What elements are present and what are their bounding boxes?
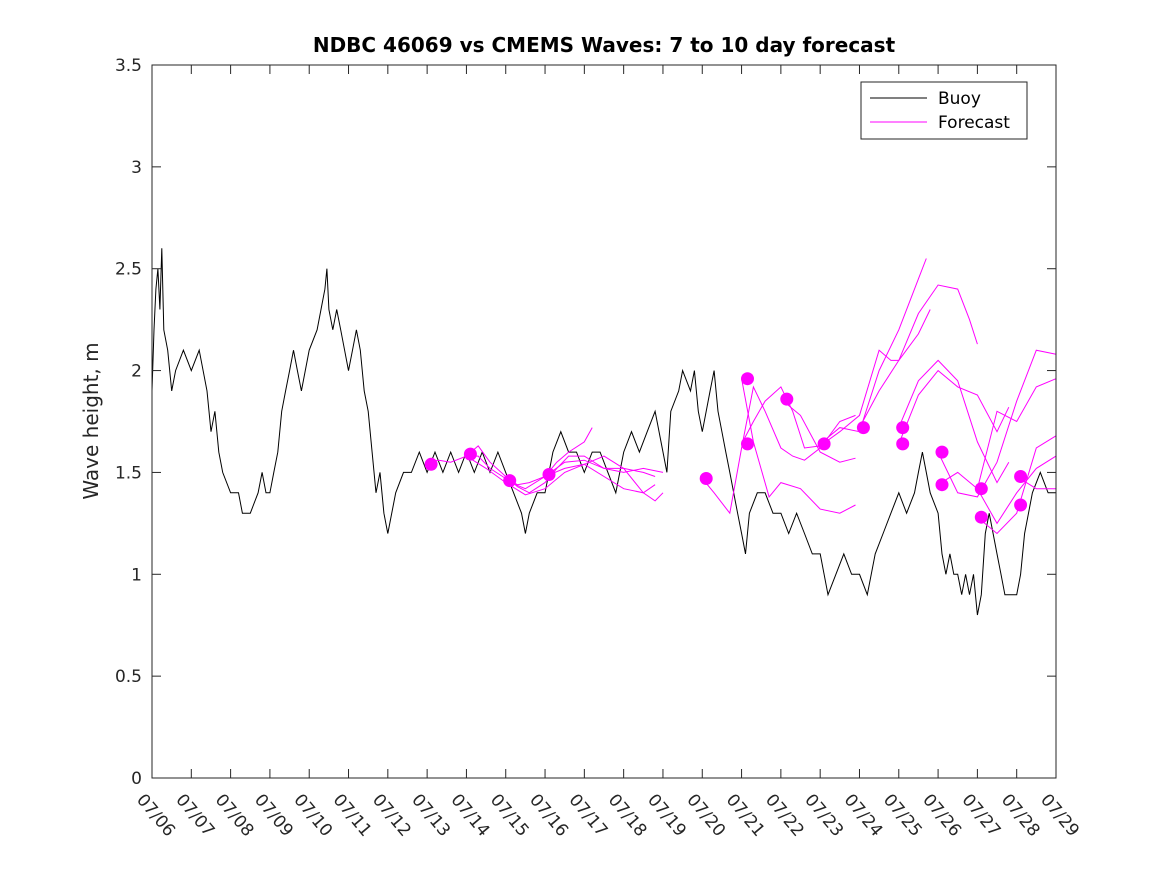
y-axis-label: Wave height, m	[79, 342, 103, 499]
forecast-marker-5	[699, 472, 713, 485]
x-tick-label: 07/20	[682, 790, 729, 840]
x-tick-label: 07/12	[368, 790, 415, 840]
forecast-marker-18	[1014, 498, 1028, 512]
x-tick-label: 07/27	[958, 790, 1005, 840]
x-tick-label: 07/21	[722, 790, 769, 840]
forecast-marker-1	[424, 457, 438, 471]
forecast-line-4	[505, 459, 664, 490]
forecast-line-5	[544, 455, 664, 502]
x-tick-label: 07/08	[211, 790, 258, 840]
x-tick-label: 07/28	[997, 790, 1044, 840]
x-tick-label: 07/26	[918, 790, 965, 840]
x-tick-label: 07/11	[329, 790, 376, 840]
forecast-line-15	[937, 378, 1057, 490]
forecast-line-12	[898, 359, 1010, 484]
x-tick-label: 07/22	[761, 790, 808, 840]
forecast-marker-10	[856, 421, 870, 435]
chart-title: NDBC 46069 vs CMEMS Waves: 7 to 10 day f…	[313, 33, 896, 57]
forecast-line-8	[741, 378, 856, 514]
forecast-marker-11	[896, 421, 910, 435]
forecast-markers	[424, 372, 1028, 524]
forecast-line-10	[819, 258, 927, 445]
forecast-line-7	[741, 284, 978, 449]
y-tick-label: 0	[131, 769, 142, 789]
legend-forecast-label: Forecast	[938, 113, 1010, 133]
y-tick-label: 2.5	[115, 260, 142, 280]
x-tick-label: 07/16	[525, 790, 572, 840]
x-tick-label: 07/23	[800, 790, 847, 840]
x-tick-label: 07/06	[132, 790, 179, 840]
forecast-line-17	[977, 435, 1057, 535]
x-tick-label: 07/17	[565, 790, 612, 840]
y-tick-label: 0.5	[115, 667, 142, 687]
x-tick-label: 07/19	[643, 790, 690, 840]
legend-buoy-label: Buoy	[938, 89, 981, 109]
y-tick-label: 3.5	[115, 56, 142, 76]
forecast-marker-17	[1014, 470, 1028, 483]
forecast-marker-8	[780, 392, 794, 406]
forecast-marker-2	[463, 447, 477, 461]
forecast-marker-12	[896, 437, 910, 451]
forecast-line-13	[898, 369, 1010, 445]
x-tick-label: 07/18	[604, 790, 651, 840]
forecast-marker-14	[935, 478, 949, 492]
x-tick-label: 07/13	[407, 790, 454, 840]
y-tick-label: 1	[131, 565, 142, 585]
forecast-line-11	[859, 309, 931, 428]
x-tick-label: 07/24	[840, 790, 887, 840]
x-tick-label: 07/07	[171, 790, 218, 840]
forecast-line-9	[780, 398, 856, 463]
legend: Buoy Forecast	[860, 81, 1028, 140]
y-tick-label: 1.5	[115, 463, 142, 483]
y-tick-label: 3	[131, 158, 142, 178]
forecast-line-14	[937, 349, 1057, 498]
x-tick-label: 07/09	[250, 790, 297, 840]
forecast-series	[427, 258, 1057, 535]
forecast-marker-16	[974, 510, 988, 524]
forecast-line-3	[466, 455, 656, 496]
legend-box	[860, 81, 1028, 140]
forecast-marker-7	[741, 437, 754, 451]
x-tick-label: 07/29	[1036, 790, 1083, 840]
x-tick-label: 07/14	[447, 790, 494, 840]
plot-area	[152, 65, 1056, 778]
forecast-marker-13	[935, 445, 949, 459]
x-tick-label: 07/15	[486, 790, 533, 840]
x-tick-label: 07/25	[879, 790, 926, 840]
y-tick-label: 2	[131, 362, 142, 382]
forecast-marker-6	[741, 372, 754, 386]
forecast-marker-3	[503, 474, 517, 488]
x-tick-label: 07/10	[289, 790, 336, 840]
forecast-marker-15	[974, 482, 988, 496]
forecast-marker-9	[817, 437, 831, 451]
plot-frame	[151, 64, 1057, 779]
forecast-marker-4	[542, 468, 556, 481]
y-axis-ticks: 0 0.5 1 1.5 2 2.5 3 3.5	[115, 56, 1056, 789]
forecast-line-16	[976, 455, 1057, 525]
